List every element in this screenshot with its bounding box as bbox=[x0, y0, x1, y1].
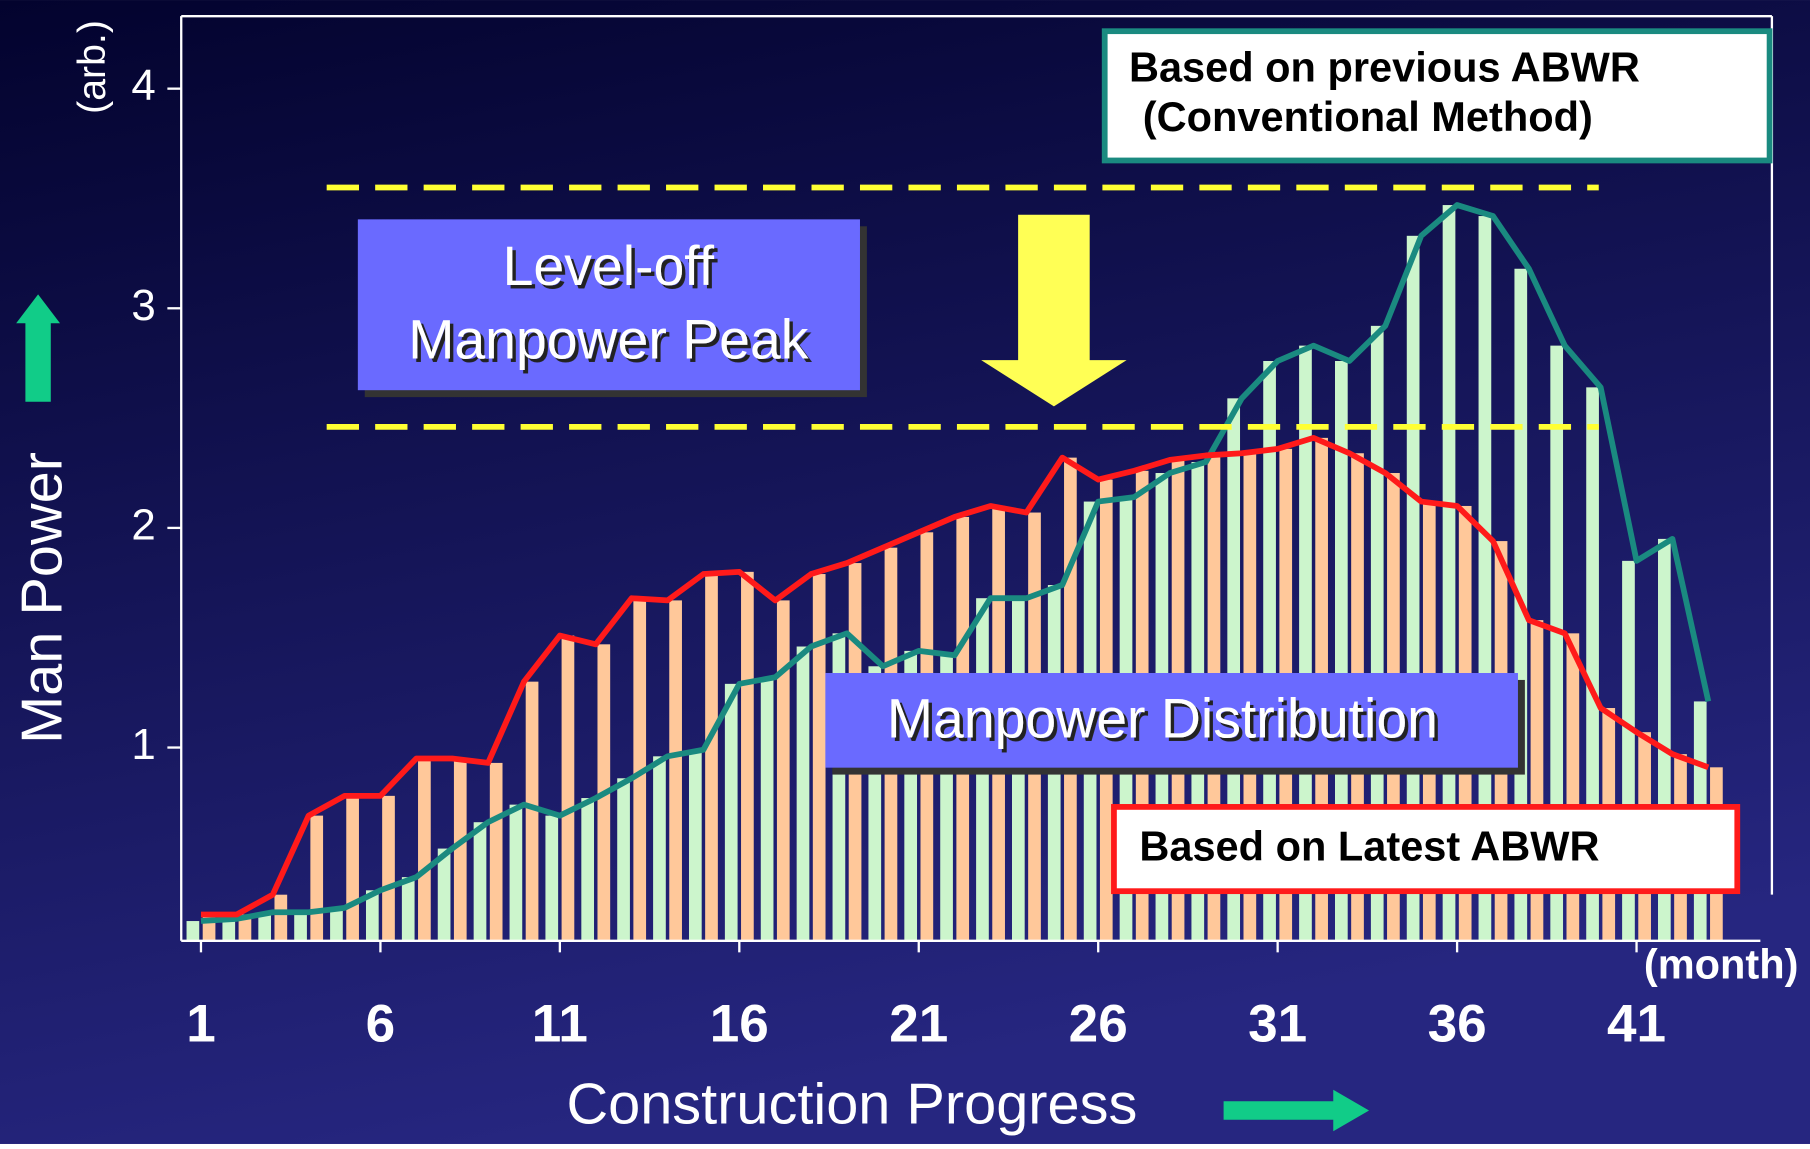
bar bbox=[669, 600, 682, 941]
bar bbox=[330, 907, 343, 941]
bar bbox=[222, 918, 236, 941]
peak-box-text: Manpower Peak bbox=[408, 309, 809, 371]
bar bbox=[653, 756, 666, 941]
y-tick-label: 1 bbox=[131, 720, 155, 769]
series-line bbox=[200, 202, 1712, 924]
x-tick-label: 31 bbox=[1248, 994, 1307, 1053]
bar bbox=[186, 921, 200, 941]
bar bbox=[418, 758, 431, 941]
x-tick-label: 41 bbox=[1607, 994, 1666, 1053]
x-axis-label: Construction Progress bbox=[566, 1072, 1137, 1136]
legend-label-note: (Conventional Method) bbox=[1143, 93, 1593, 140]
bar bbox=[1335, 360, 1348, 941]
bar bbox=[489, 762, 503, 941]
y-tick-label: 4 bbox=[131, 61, 155, 110]
bar bbox=[346, 795, 359, 941]
bar bbox=[545, 815, 559, 941]
x-tick-label: 1 bbox=[186, 994, 216, 1053]
decorations bbox=[16, 214, 1370, 1132]
right-arrow bbox=[1223, 1089, 1370, 1132]
bar bbox=[437, 848, 451, 941]
y-tick-label: 3 bbox=[131, 281, 155, 330]
x-tick-label: 11 bbox=[532, 994, 588, 1053]
peak-box bbox=[357, 219, 860, 391]
y-axis-label: Man Power bbox=[10, 452, 74, 744]
bar bbox=[453, 758, 467, 941]
bar bbox=[705, 574, 718, 941]
series-line bbox=[200, 434, 1710, 918]
down-arrow bbox=[981, 214, 1127, 407]
bar bbox=[1586, 387, 1599, 941]
up-arrow bbox=[16, 294, 61, 402]
bar bbox=[561, 635, 575, 941]
bar bbox=[581, 798, 595, 941]
bar bbox=[741, 571, 754, 941]
bar bbox=[688, 749, 702, 941]
bar bbox=[796, 646, 810, 941]
distribution-box-text: Manpower Distribution bbox=[887, 687, 1438, 749]
bar bbox=[382, 795, 395, 941]
bar bbox=[258, 912, 272, 941]
bar bbox=[274, 894, 288, 941]
y-unit: (arb.) bbox=[70, 20, 114, 114]
bar bbox=[525, 681, 539, 941]
bar bbox=[310, 815, 324, 941]
bar bbox=[238, 914, 252, 941]
x-tick-label: 16 bbox=[710, 994, 769, 1053]
bar bbox=[1550, 345, 1564, 941]
bar bbox=[724, 683, 738, 941]
bar bbox=[294, 912, 307, 941]
y-tick-label: 2 bbox=[131, 501, 155, 550]
legend-label: Based on Latest ABWR bbox=[1139, 823, 1599, 870]
legend-box bbox=[1111, 804, 1741, 895]
bar bbox=[760, 677, 774, 941]
bar bbox=[1263, 360, 1276, 941]
peak-box-text: Level-off bbox=[503, 235, 715, 297]
legend-label: Based on previous ABWR bbox=[1129, 43, 1640, 90]
bar bbox=[1370, 325, 1384, 941]
bar bbox=[633, 598, 647, 941]
bar bbox=[365, 890, 379, 941]
distribution-box bbox=[825, 673, 1518, 768]
x-unit: (month) bbox=[1644, 940, 1799, 987]
bar bbox=[776, 600, 790, 941]
x-tick-label: 26 bbox=[1069, 994, 1128, 1053]
x-tick-label: 36 bbox=[1428, 994, 1487, 1053]
bar bbox=[812, 574, 826, 941]
bar bbox=[1566, 633, 1580, 941]
x-tick-label: 6 bbox=[366, 994, 396, 1053]
bar bbox=[1299, 345, 1312, 941]
bar bbox=[617, 778, 630, 941]
x-tick-label: 21 bbox=[889, 994, 948, 1053]
legend-box bbox=[1101, 28, 1773, 164]
bar bbox=[509, 804, 523, 941]
bar bbox=[473, 822, 487, 941]
bar bbox=[401, 877, 415, 941]
